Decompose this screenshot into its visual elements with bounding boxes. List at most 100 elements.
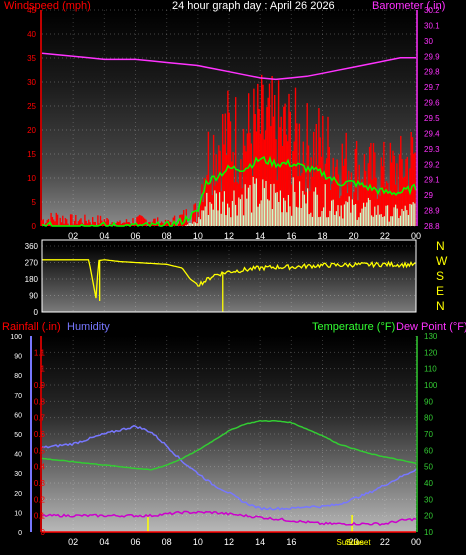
temperature-y-tick-label: 90	[424, 397, 433, 406]
barometer-y-tick-label: 29.7	[424, 83, 440, 92]
temperature-y-tick-label: 80	[424, 414, 433, 423]
temperature-y-tick-label: 20	[424, 512, 433, 521]
wind-y-tick-label: 10	[27, 174, 36, 183]
wind-y-tick-label: 25	[27, 102, 36, 111]
compass-label: E	[436, 284, 444, 298]
direction-y-tick-label: 270	[25, 259, 39, 268]
barometer-y-tick-label: 29.4	[424, 129, 440, 138]
wind-y-tick-label: 45	[27, 6, 36, 15]
climate-x-tick-label: 04	[99, 537, 109, 547]
temperature-axis-label: Temperature (°F)	[312, 321, 395, 333]
barometer-y-tick-label: 29.8	[424, 68, 440, 77]
climate-x-tick-label: 02	[68, 537, 78, 547]
wind-x-tick-label: 00	[411, 231, 421, 241]
wind-x-tick-label: 18	[317, 231, 327, 241]
wind-x-tick-label: 10	[193, 231, 203, 241]
temperature-y-tick-label: 30	[424, 495, 433, 504]
rainfall-y-tick-label: 0.4	[34, 463, 46, 472]
rainfall-y-tick-label: 1	[41, 365, 46, 374]
barometer-y-tick-label: 28.9	[424, 207, 440, 216]
wind-y-tick-label: 30	[27, 78, 36, 87]
temperature-y-tick-label: 110	[424, 365, 437, 374]
wind-series	[41, 52, 417, 228]
humidity-line	[41, 424, 417, 511]
barometer-y-tick-label: 29.6	[424, 99, 440, 108]
wind-x-tick-label: 20	[349, 231, 359, 241]
compass-label: N	[436, 239, 445, 253]
rainfall-y-tick-label: 0.8	[34, 397, 46, 406]
direction-series	[42, 259, 416, 312]
humidity-y-tick-label: 100	[10, 334, 22, 341]
humidity-y-tick-label: 40	[14, 452, 22, 459]
temperature-y-tick-label: 120	[424, 348, 438, 357]
direction-y-tick-label: 180	[25, 275, 39, 284]
temperature-y-tick-label: 100	[424, 381, 438, 390]
barometer-y-tick-label: 30	[424, 37, 433, 46]
dewpoint-axis-label: Dew Point (°F)	[396, 321, 466, 333]
climate-grid	[42, 336, 417, 533]
sunset-label: Sunset	[346, 538, 372, 547]
wind-x-tick-label: 04	[99, 231, 109, 241]
direction-y-tick-label: 90	[29, 292, 38, 301]
wind-average-line	[41, 155, 417, 228]
rainfall-y-tick-label: 1.1	[34, 348, 46, 357]
rainfall-y-tick-label: 0	[41, 528, 46, 537]
wind-x-tick-label: 06	[130, 231, 140, 241]
climate-x-tick-label: 00	[411, 537, 421, 547]
temperature-y-tick-label: 60	[424, 446, 433, 455]
wind-direction-line	[42, 259, 416, 299]
wind-y-tick-label: 5	[32, 198, 37, 207]
humidity-y-tick-label: 50	[14, 432, 22, 439]
wind-y-ticks: 0 5 10 15 20 25 30 35 40 45	[27, 6, 36, 231]
barometer-y-ticks: 28.8 28.9 29 29.1 29.2 29.3 29.4 29.5 29.6 29.7 29…	[424, 6, 440, 231]
rainfall-axis-label: Rainfall (.in)	[2, 321, 61, 333]
compass-label: N	[436, 299, 445, 313]
humidity-y-ticks: 0 10 20 30 40 50 60 70 80 90 100	[10, 334, 22, 537]
humidity-y-tick-label: 90	[14, 354, 22, 361]
wind-x-tick-label: 22	[380, 231, 390, 241]
humidity-y-tick-label: 70	[14, 393, 22, 400]
temperature-y-tick-label: 130	[424, 332, 438, 341]
wind-y-tick-label: 15	[27, 150, 36, 159]
temperature-y-ticks: 10 20 30 40 50 60 70 80 90 100 110 120 130	[424, 332, 438, 537]
wind-y-tick-label: 0	[32, 222, 37, 231]
barometer-y-tick-label: 29.9	[424, 52, 440, 61]
wind-x-tick-label: 16	[286, 231, 296, 241]
wind-x-tick-label: 14	[255, 231, 265, 241]
barometer-y-tick-label: 29	[424, 191, 433, 200]
wind-y-tick-label: 40	[27, 30, 36, 39]
wind-x-tick-label: 12	[224, 231, 234, 241]
direction-y-tick-label: 0	[34, 308, 39, 317]
direction-panel-background	[42, 246, 416, 312]
humidity-y-tick-label: 10	[14, 510, 22, 517]
climate-x-tick-label: 08	[162, 537, 172, 547]
climate-x-tick-label: 12	[224, 537, 234, 547]
climate-x-tick-label: 10	[193, 537, 203, 547]
wind-x-tick-label: 08	[162, 231, 172, 241]
climate-x-tick-label: 06	[130, 537, 140, 547]
humidity-y-tick-label: 80	[14, 373, 22, 380]
barometer-y-tick-label: 28.8	[424, 222, 440, 231]
humidity-y-tick-label: 20	[14, 491, 22, 498]
climate-x-tick-label: 14	[255, 537, 265, 547]
rainfall-y-tick-label: 0.9	[34, 381, 46, 390]
windspeed-axis-label: Windspeed (mph)	[4, 0, 91, 12]
rainfall-y-tick-label: 0.2	[34, 495, 46, 504]
barometer-axis-label: Barometer (.in)	[372, 0, 445, 12]
rainfall-y-tick-label: 0.5	[34, 446, 46, 455]
rainfall-y-tick-label: 0.1	[34, 512, 46, 521]
sunrise-label: Sunrise	[337, 538, 365, 547]
barometer-y-tick-label: 29.2	[424, 160, 440, 169]
wind-x-tick-label: 02	[68, 231, 78, 241]
barometer-y-tick-label: 29.1	[424, 176, 440, 185]
humidity-axis-label: Humidity	[67, 321, 110, 333]
wind-x-ticks: 02 04 06 08 10 12 14 16 18 20 22 00	[68, 231, 421, 241]
climate-x-tick-label: 16	[286, 537, 296, 547]
temperature-y-tick-label: 70	[424, 430, 433, 439]
climate-series	[41, 419, 417, 533]
compass-label: S	[436, 269, 444, 283]
direction-panel-frame	[41, 239, 417, 313]
